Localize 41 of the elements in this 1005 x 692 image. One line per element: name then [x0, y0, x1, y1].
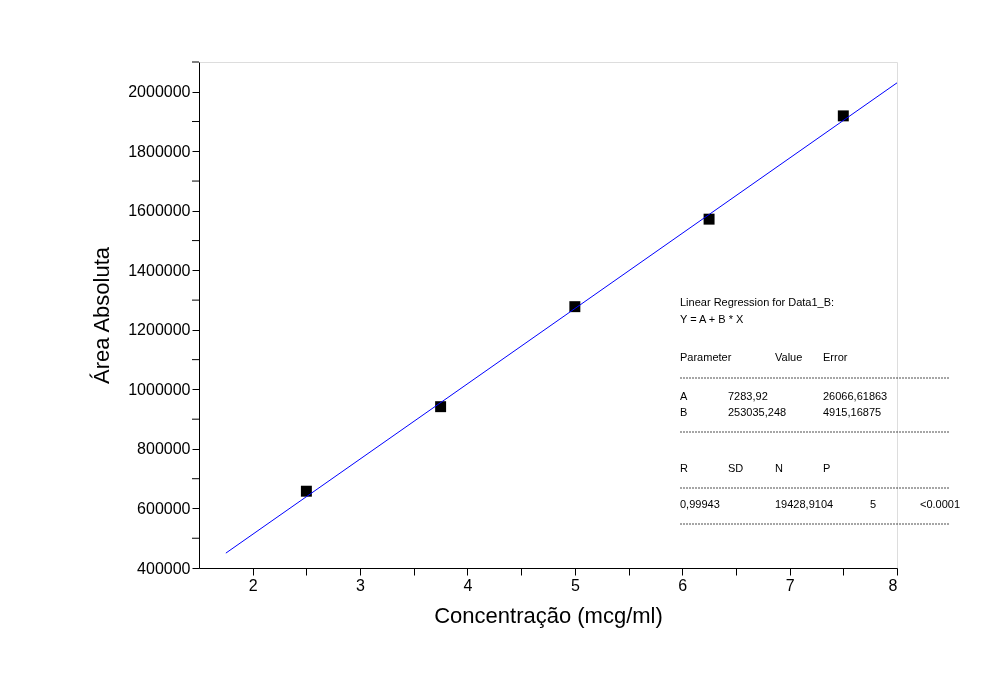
y-tick-label: 1200000	[128, 321, 191, 339]
annotation: Linear Regression for Data1_B:	[680, 296, 835, 308]
annotation: N	[775, 462, 783, 474]
y-tick-label: 1400000	[128, 261, 191, 279]
annotation: Value	[775, 351, 803, 363]
y-axis-title: Área Absoluta	[89, 246, 115, 384]
y-tick-label: 1000000	[128, 380, 191, 398]
annotation: 0,99943	[680, 498, 720, 510]
annotation: P	[823, 462, 831, 474]
y-tick-label: 400000	[137, 559, 191, 577]
point	[703, 213, 715, 225]
y-tick-label: 2000000	[128, 83, 191, 101]
x-tick-label: 8	[888, 576, 898, 594]
y-tick-label: 1600000	[128, 202, 191, 220]
annotation: 5	[870, 498, 877, 510]
x-tick-label: 7	[785, 576, 795, 594]
y-tick-label: 800000	[137, 440, 191, 458]
point	[435, 401, 447, 413]
point	[300, 485, 312, 497]
x-tick-label: 6	[678, 576, 688, 594]
x-tick-label: 3	[356, 576, 366, 594]
annotation: 7283,92	[728, 390, 768, 402]
annotation: A	[680, 390, 688, 402]
x-tick-label: 2	[248, 576, 258, 594]
x-tick-label: 4	[463, 576, 473, 594]
y-tick-label: 1800000	[128, 142, 191, 160]
annotation: 26066,61863	[823, 390, 888, 402]
annotation: Error	[823, 351, 848, 363]
annotation: Y = A + B * X	[680, 313, 745, 325]
x-tick-label: 5	[570, 576, 580, 594]
annotation: 4915,16875	[823, 406, 882, 418]
text: <0.0001	[920, 498, 961, 510]
annotation: 253035,248	[728, 406, 787, 418]
point	[837, 110, 849, 122]
annotation: SD	[728, 462, 744, 474]
annotation: B	[680, 406, 688, 418]
annotation: Parameter	[680, 351, 732, 363]
annotation: 19428,9104	[775, 498, 834, 510]
y-tick-label: 600000	[137, 499, 191, 517]
annotation: R	[680, 462, 688, 474]
x-axis-title: Concentração (mcg/ml)	[434, 602, 663, 628]
